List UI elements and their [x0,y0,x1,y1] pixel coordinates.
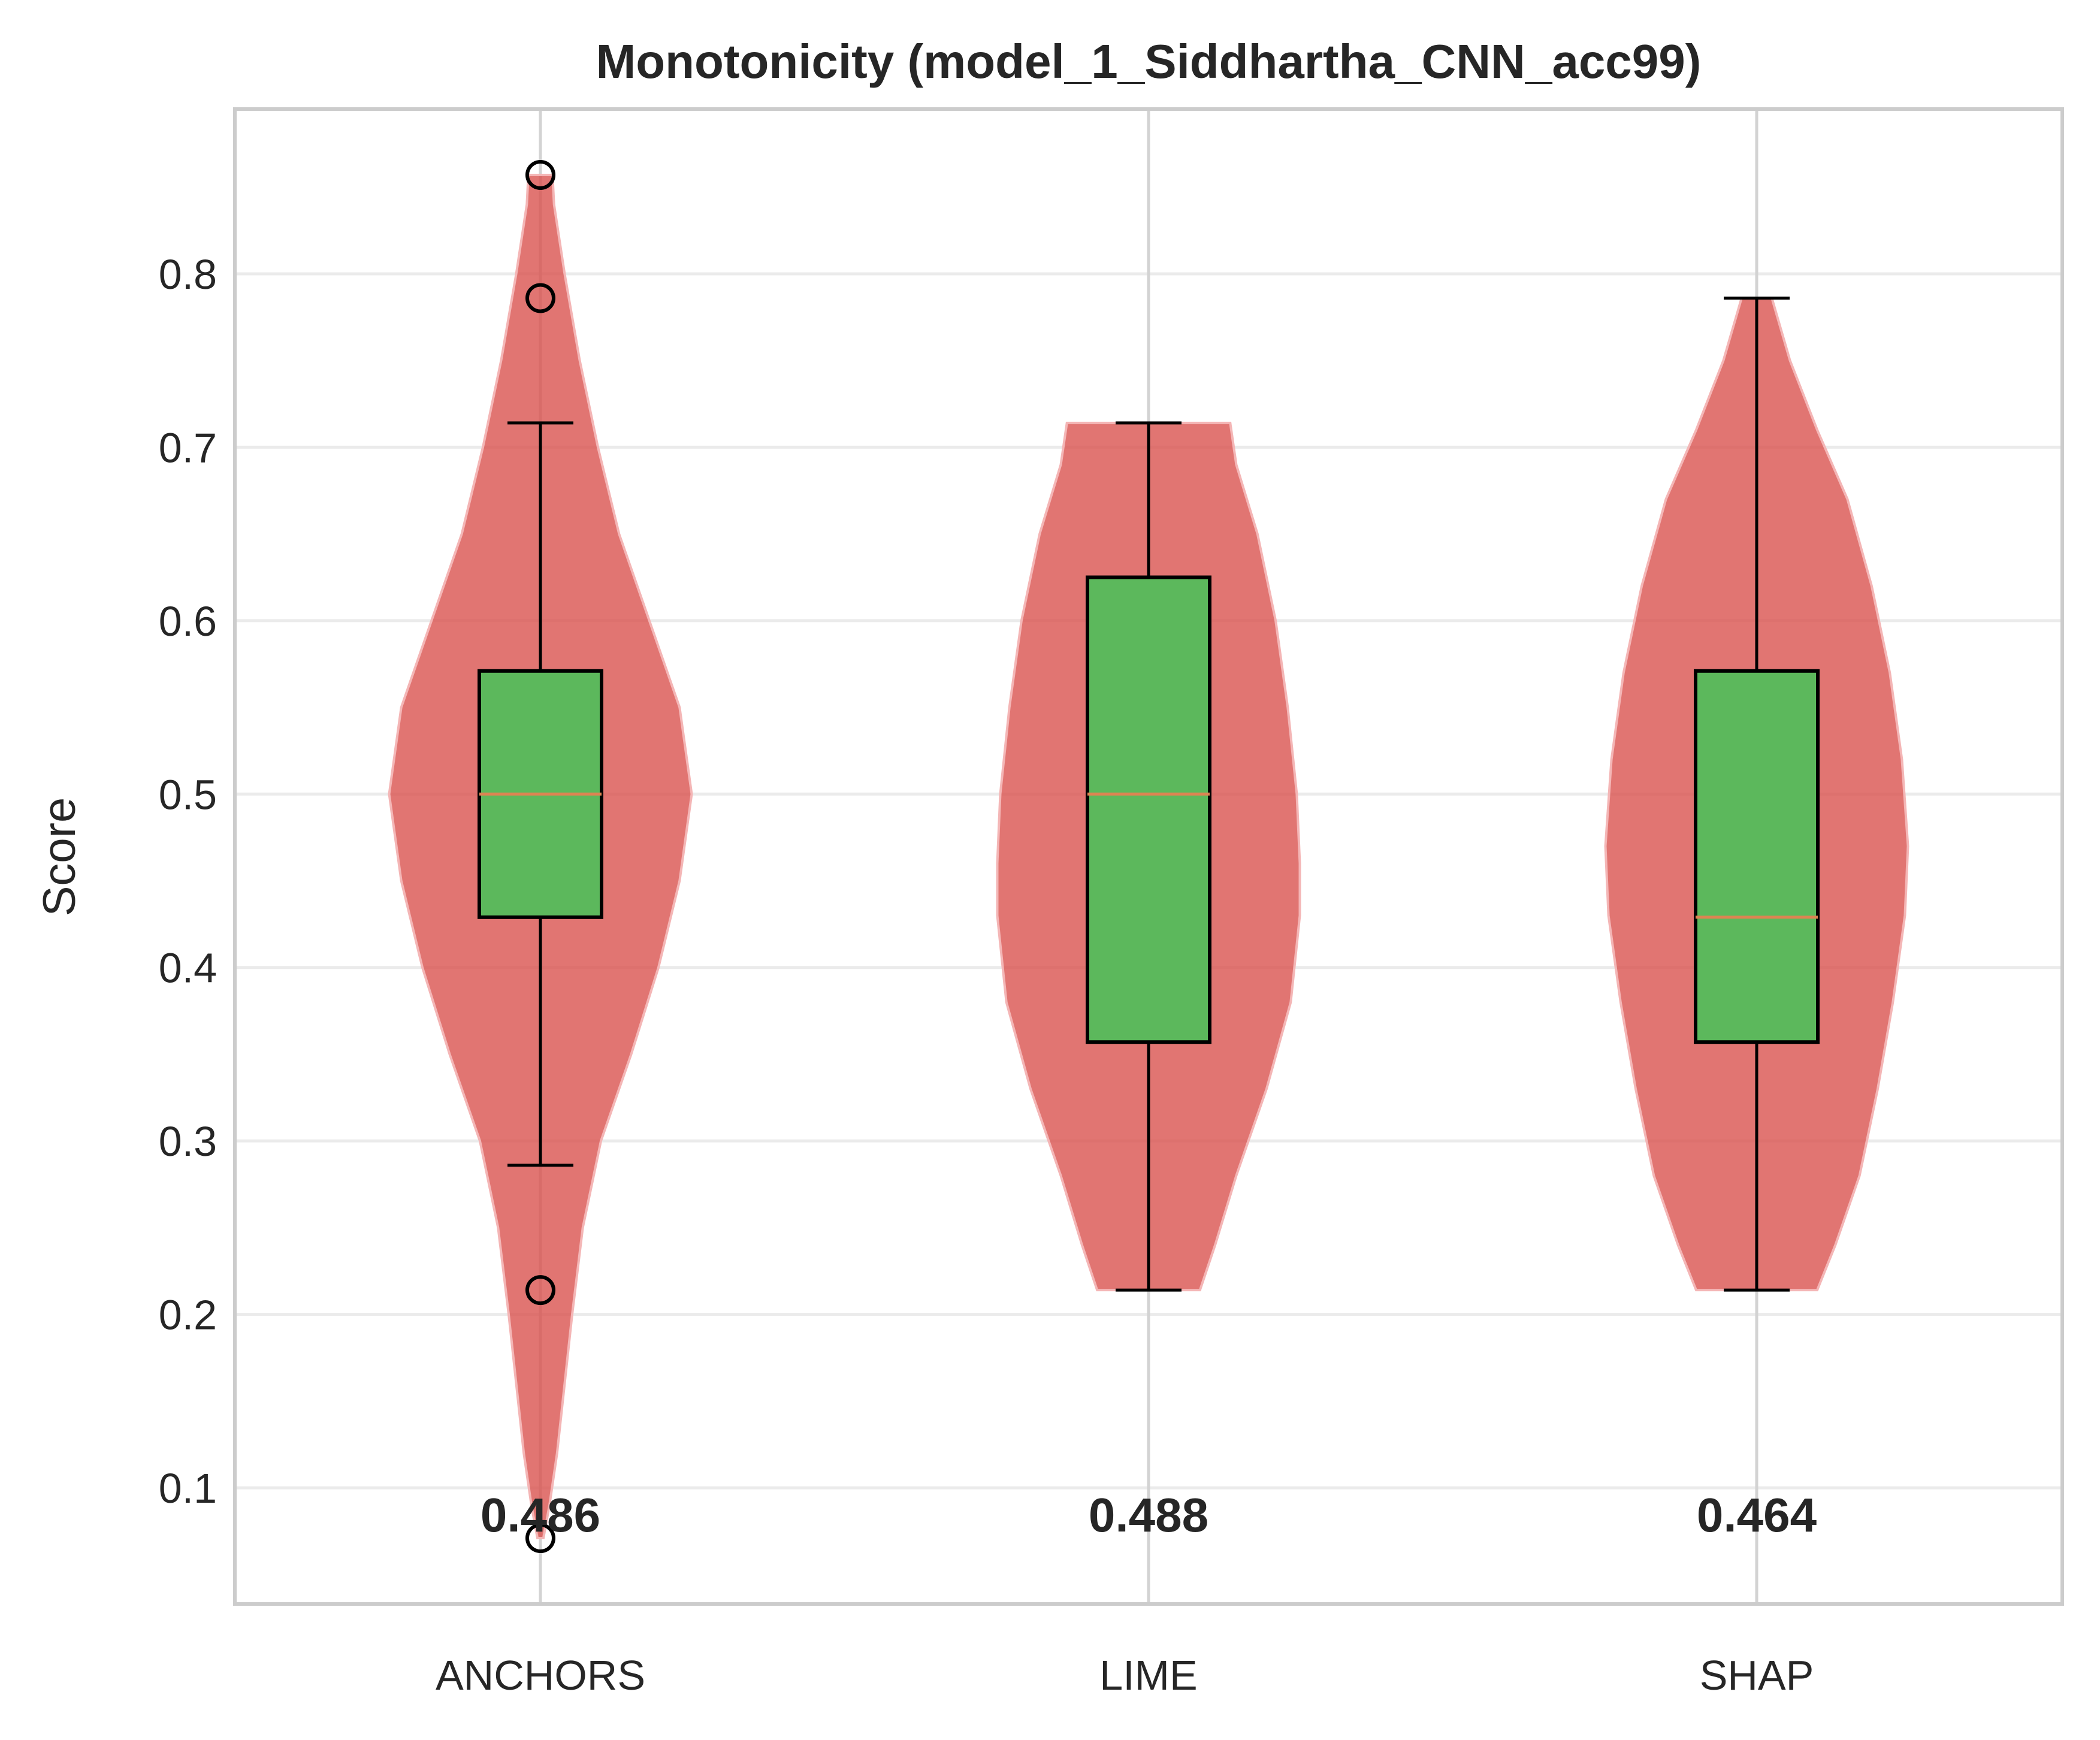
y-axis-label: Score [34,798,85,917]
mean-label-lime: 0.488 [1089,1488,1208,1542]
y-tick-labels: 0.1 0.2 0.3 0.4 0.5 0.6 0.7 0.8 [159,251,217,1512]
y-tick-label: 0.7 [159,424,217,471]
outlier-point [525,283,555,313]
y-tick-label: 0.8 [159,251,217,298]
y-tick-label: 0.3 [159,1118,217,1165]
outlier-point [525,1523,555,1554]
y-tick-label: 0.2 [159,1292,217,1339]
box-shap [1694,669,1820,1044]
box-lime [1086,575,1211,1044]
x-tick-label: ANCHORS [436,1652,645,1699]
chart-title: Monotonicity (model_1_Siddhartha_CNN_acc… [596,35,1702,88]
y-tick-label: 0.5 [159,771,217,818]
y-tick-label: 0.6 [159,598,217,645]
mean-label-anchors: 0.486 [481,1488,600,1542]
mean-labels: 0.486 0.488 0.464 [481,1488,1817,1542]
outlier-point [525,1275,555,1306]
y-tick-label: 0.4 [159,945,217,992]
boxplots [478,159,1820,1554]
mean-label-shap: 0.464 [1697,1488,1817,1542]
x-tick-label: SHAP [1700,1652,1814,1699]
outlier-point [525,159,555,190]
y-tick-label: 0.1 [159,1465,217,1512]
x-tick-labels: ANCHORS LIME SHAP [436,1652,1814,1699]
x-tick-label: LIME [1099,1652,1197,1699]
plot-frame [233,107,2064,1606]
